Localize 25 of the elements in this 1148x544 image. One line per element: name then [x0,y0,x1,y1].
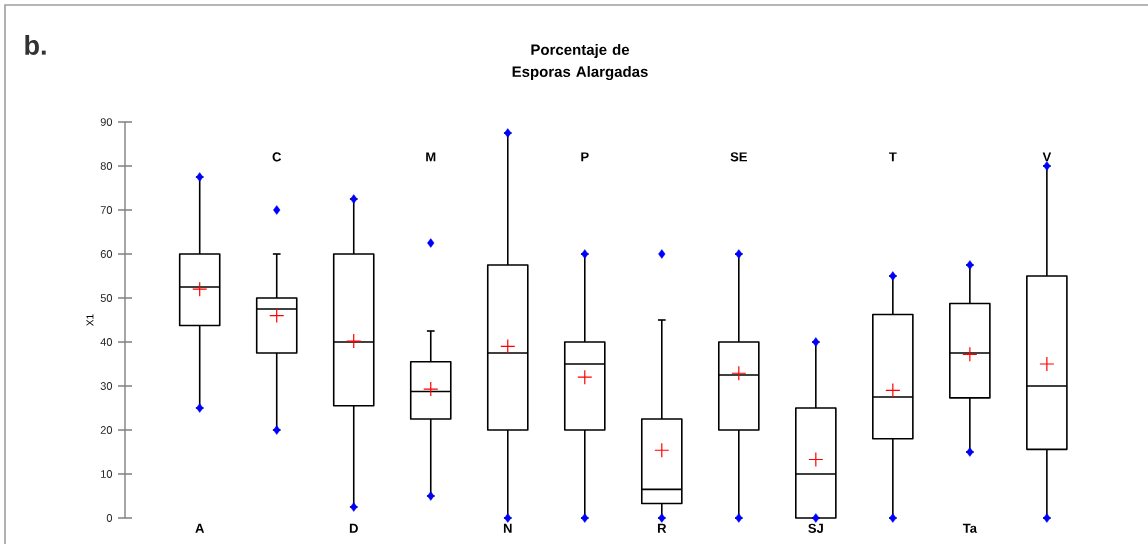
chart-title: Porcentaje de Esporas Alargadas [512,43,648,81]
y-tick-label: 70 [100,206,113,214]
x-tick-label: V [1042,152,1052,162]
x-tick-label: D [349,523,358,533]
y-tick-label: 80 [100,162,113,170]
y-tick-label: 0 [106,514,113,522]
x-tick-label: A [195,523,205,533]
y-tick-label: 40 [100,338,113,346]
x-tick-label: P [581,152,589,162]
text: b. [25,35,46,55]
y-tick-label: 60 [100,250,113,258]
y-tick-label: 10 [101,470,113,478]
x-tick-label: SE [730,152,747,162]
x-tick-label: T [889,152,897,162]
y-tick-label: 50 [100,294,113,302]
y-tick-label: 30 [100,382,113,390]
x-tick-label: N [503,523,512,533]
x-tick-label: M [426,152,436,162]
x-tick-label: Ta [962,523,978,533]
y-tick-label: 90 [100,118,113,126]
x-tick-label: SJ [808,523,823,533]
x-tick-label: C [272,152,282,162]
y-axis-title: X1 [86,314,94,326]
x-tick-label: R [657,523,667,533]
y-tick-label: 20 [100,426,113,434]
